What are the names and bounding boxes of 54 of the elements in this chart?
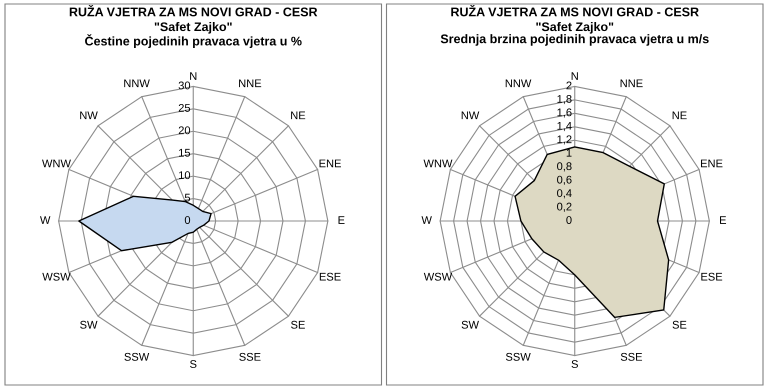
spoke-label: SSW	[506, 352, 531, 361]
spoke-label: ENE	[701, 160, 722, 168]
y-tick-label: 0,8	[557, 162, 572, 172]
spoke-label: SW	[80, 320, 98, 329]
y-tick-label: 15	[179, 148, 190, 157]
y-tick-label: 30	[178, 82, 190, 90]
y-tick-label: 0	[566, 216, 572, 224]
spoke-label: WNW	[42, 160, 71, 168]
spoke-label: NNW	[124, 79, 150, 88]
y-tick-label: 1,6	[557, 108, 572, 118]
chart-subtitle: "Safet Zajko" Srednja brzina pojedinih pravaca vjetra u m/s	[440, 22, 709, 46]
y-tick-label: 1,4	[557, 122, 572, 132]
spoke-label: N	[190, 72, 196, 80]
spoke-label: WSW	[42, 272, 71, 281]
spoke-label: SSW	[124, 352, 150, 361]
y-tick-label: 10	[179, 171, 190, 180]
spoke-label: E	[338, 216, 345, 224]
spoke-label: SE	[672, 320, 686, 329]
spoke-label: SSE	[239, 352, 261, 361]
y-tick-label: 2	[566, 82, 572, 90]
spoke-label: S	[572, 360, 578, 368]
y-tick-label: 0,6	[557, 176, 572, 185]
chart-title: RUŽA VJETRA ZA MS NOVI GRAD - CESR	[70, 5, 318, 16]
spoke-label: NNE	[239, 79, 262, 88]
spoke-label: W	[421, 216, 432, 224]
spoke-label: NE	[672, 112, 687, 120]
y-tick-label: 5	[184, 194, 190, 202]
y-tick-label: 0,4	[557, 189, 572, 198]
spoke-label: ESE	[701, 272, 722, 281]
spoke-label: ESE	[320, 272, 341, 281]
spoke-label: SSE	[620, 352, 642, 361]
spoke-label: N	[572, 72, 578, 80]
chart-subtitle: "Safet Zajko" Čestine pojedinih pravaca vjetra u %	[85, 22, 302, 48]
spoke-label: NE	[291, 112, 306, 120]
spoke-label: S	[190, 360, 196, 368]
y-tick-label: 1,8	[557, 94, 572, 104]
chart-title: RUŽA VJETRA ZA MS NOVI GRAD - CESR	[451, 5, 699, 16]
y-tick-label: 1,2	[557, 135, 572, 145]
y-tick-label: 0	[184, 216, 190, 224]
spoke-label: E	[720, 216, 726, 224]
spoke-label: SW	[462, 320, 479, 329]
y-tick-label: 20	[178, 126, 190, 134]
spoke-label: ENE	[320, 160, 341, 168]
spoke-label: W	[40, 216, 50, 224]
spoke-label: NNE	[620, 79, 643, 88]
spoke-label: WNW	[424, 160, 452, 168]
spoke-label: NW	[80, 112, 98, 120]
y-tick-label: 25	[178, 104, 190, 112]
y-tick-label: 1	[566, 148, 572, 157]
spoke-label: NW	[462, 112, 480, 120]
spoke-label: NNW	[506, 79, 532, 88]
spoke-label: SE	[291, 320, 305, 329]
spoke-label: WSW	[424, 272, 452, 281]
y-tick-label: 0,2	[557, 202, 572, 212]
